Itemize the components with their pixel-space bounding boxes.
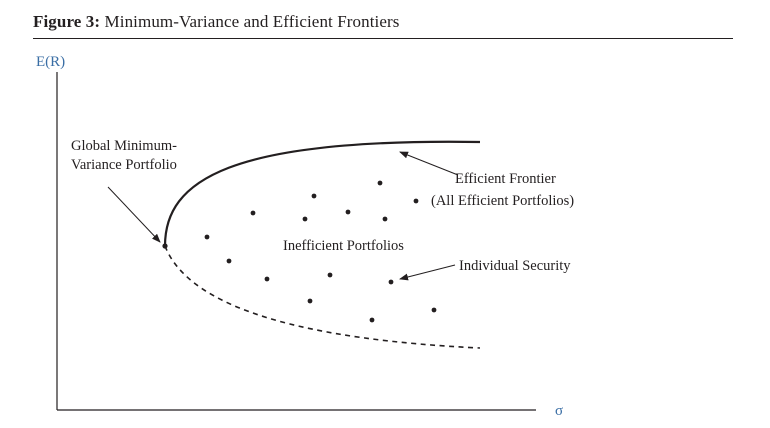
- security-dot: [345, 209, 351, 215]
- security-dot: [204, 234, 210, 240]
- security-dot: [413, 198, 419, 204]
- efficient-frontier-label-line2: (All Efficient Portfolios): [431, 193, 574, 209]
- security-dot: [311, 193, 317, 199]
- figure-header: Figure 3: Minimum-Variance and Efficient…: [33, 8, 733, 40]
- security-dot: [431, 307, 437, 313]
- security-dot: [388, 279, 394, 285]
- gmv-point: [162, 243, 168, 249]
- security-dot: [377, 180, 383, 186]
- security-dot: [327, 272, 333, 278]
- security-dot: [382, 216, 388, 222]
- gmv-label-line1: Global Minimum-: [71, 138, 177, 154]
- efficient-frontier-arrow: [399, 151, 459, 176]
- efficient-frontier-curve: [163, 140, 481, 247]
- figure-title: Figure 3: Minimum-Variance and Efficient…: [33, 12, 400, 32]
- efficient-frontier-label-line1: Efficient Frontier: [455, 171, 556, 187]
- inefficient-frontier-curve: [164, 245, 481, 349]
- security-dot: [226, 258, 232, 264]
- figure-number: Figure 3:: [33, 12, 101, 31]
- gmv-label-line2: Variance Portfolio: [71, 157, 177, 173]
- inefficient-portfolios-label: Inefficient Portfolios: [283, 238, 404, 254]
- security-dot: [264, 276, 270, 282]
- y-axis-label: E(R): [36, 54, 65, 70]
- security-dots: [204, 180, 437, 323]
- security-dot: [302, 216, 308, 222]
- x-axis-label: σ: [555, 403, 563, 419]
- individual-security-arrow: [399, 264, 456, 281]
- security-dot: [307, 298, 313, 304]
- figure-title-text: Minimum-Variance and Efficient Frontiers: [104, 12, 400, 31]
- security-dot: [369, 317, 375, 323]
- individual-security-label: Individual Security: [459, 258, 571, 274]
- security-dot: [250, 210, 256, 216]
- title-rule: [33, 38, 733, 39]
- gmv-arrow: [107, 186, 161, 243]
